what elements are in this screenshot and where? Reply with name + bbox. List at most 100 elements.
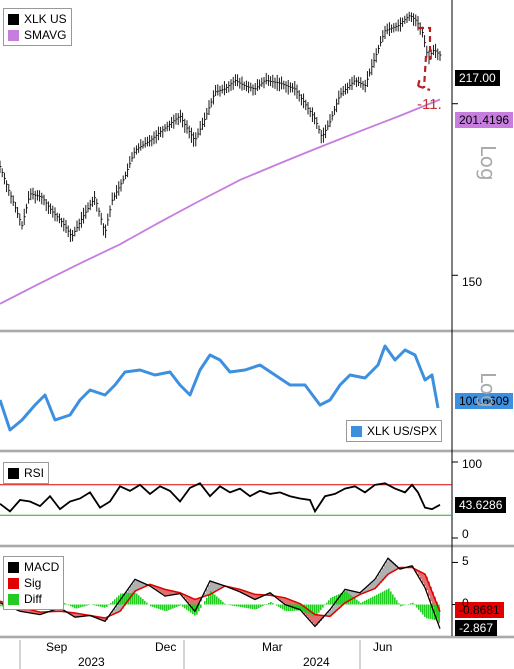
macd-fill [376,577,378,588]
diff-bar [212,592,214,605]
diff-bar [404,604,406,606]
x-label-2023: 2023 [78,655,105,669]
diff-bar [182,604,184,607]
macd-fill [428,581,430,596]
macd-fill [136,579,138,591]
legend-item-macd: MACD [8,559,59,575]
diff-bar [84,604,86,607]
diff-bar [418,604,420,610]
macd-fill [244,590,246,594]
diff-bar [72,604,74,608]
diff-bar [278,604,280,607]
diff-bar [420,604,422,613]
relative-legend: XLK US/SPX [346,420,443,442]
macd-fill [24,608,26,612]
macd-fill [220,584,222,589]
diff-bar [432,604,434,620]
diff-bar [136,593,138,605]
x-label-2024: 2024 [303,655,330,669]
diff-bar [428,604,430,619]
macd-fill [118,603,120,613]
macd-fill [358,592,360,596]
diff-bar [186,604,188,610]
diff-bar [224,603,226,605]
diff-bar [236,604,238,607]
macd-fill [74,612,76,617]
diff-bar [86,604,88,606]
smavg-line [0,98,441,305]
x-label-sep: Sep [46,640,68,654]
diff-bar [252,604,254,610]
macd-fill [328,611,330,617]
diff-bar [140,597,142,605]
diff-bar [80,604,82,608]
diff-bar [184,604,186,609]
legend-item-rsi: RSI [8,465,44,481]
diff-bar [276,604,278,606]
legend-label-sig: Sig [24,576,42,590]
diff-bar [134,592,136,605]
macd-fill [242,590,244,593]
macd-fill [420,571,422,580]
diff-bar [114,599,116,605]
diff-bar [360,602,362,605]
macd-fill [294,601,296,608]
diff-bar [250,604,252,609]
diff-bar [328,600,330,605]
macd-fill [138,580,140,590]
macd-fill [396,565,398,570]
diff-bar [180,604,182,606]
macd-fill [134,580,136,593]
diff-bar [352,596,354,605]
macd-fill [76,613,78,618]
macd-fill [356,591,358,597]
diff-bar [108,604,110,606]
diff-bar [438,604,440,621]
diff-bar [106,604,108,607]
macd-fill [176,591,178,595]
macd-fill [352,590,354,599]
rsi-last-value-tag: 43.6286 [455,497,507,513]
diff-bar [198,604,200,612]
diff-bar [234,604,236,607]
macd-fill [268,593,270,596]
diff-bar [416,604,418,608]
macd-fill [334,604,336,613]
macd-fill [368,585,370,592]
macd-fill [30,609,32,613]
diff-bar [296,604,298,611]
macd-fill [32,610,34,614]
rsi-tick-0: 0 [462,527,469,541]
price-tick-150: 150 [462,275,483,289]
diff-bar [300,604,302,611]
legend-label-xlk: XLK US [24,12,67,26]
macd-fill [214,582,216,593]
macd-fill [140,581,142,589]
macd-fill [426,576,428,591]
diff-bar [96,604,98,606]
macd-fill [256,594,258,600]
macd-fill [170,590,172,596]
diff-bar [312,604,314,616]
diff-bar [210,591,212,605]
macd-fill [394,563,396,571]
legend-swatch-xlk [8,13,19,25]
diff-bar [342,592,344,605]
diff-bar [264,604,266,606]
diff-bar [344,591,346,605]
diff-bar [354,598,356,605]
macd-fill [332,606,334,615]
macd-fill [374,580,376,589]
diff-bar [174,604,176,608]
macd-fill [210,580,212,595]
diff-bar [230,604,232,606]
macd-fill [416,569,418,573]
diff-bar [412,602,414,605]
legend-item-sig: Sig [8,575,59,591]
x-label-mar: Mar [262,640,283,654]
diff-bar [130,593,132,605]
diff-bar [142,599,144,605]
macd-fill [380,571,382,584]
diff-bar [286,604,288,612]
diff-bar [166,604,168,611]
